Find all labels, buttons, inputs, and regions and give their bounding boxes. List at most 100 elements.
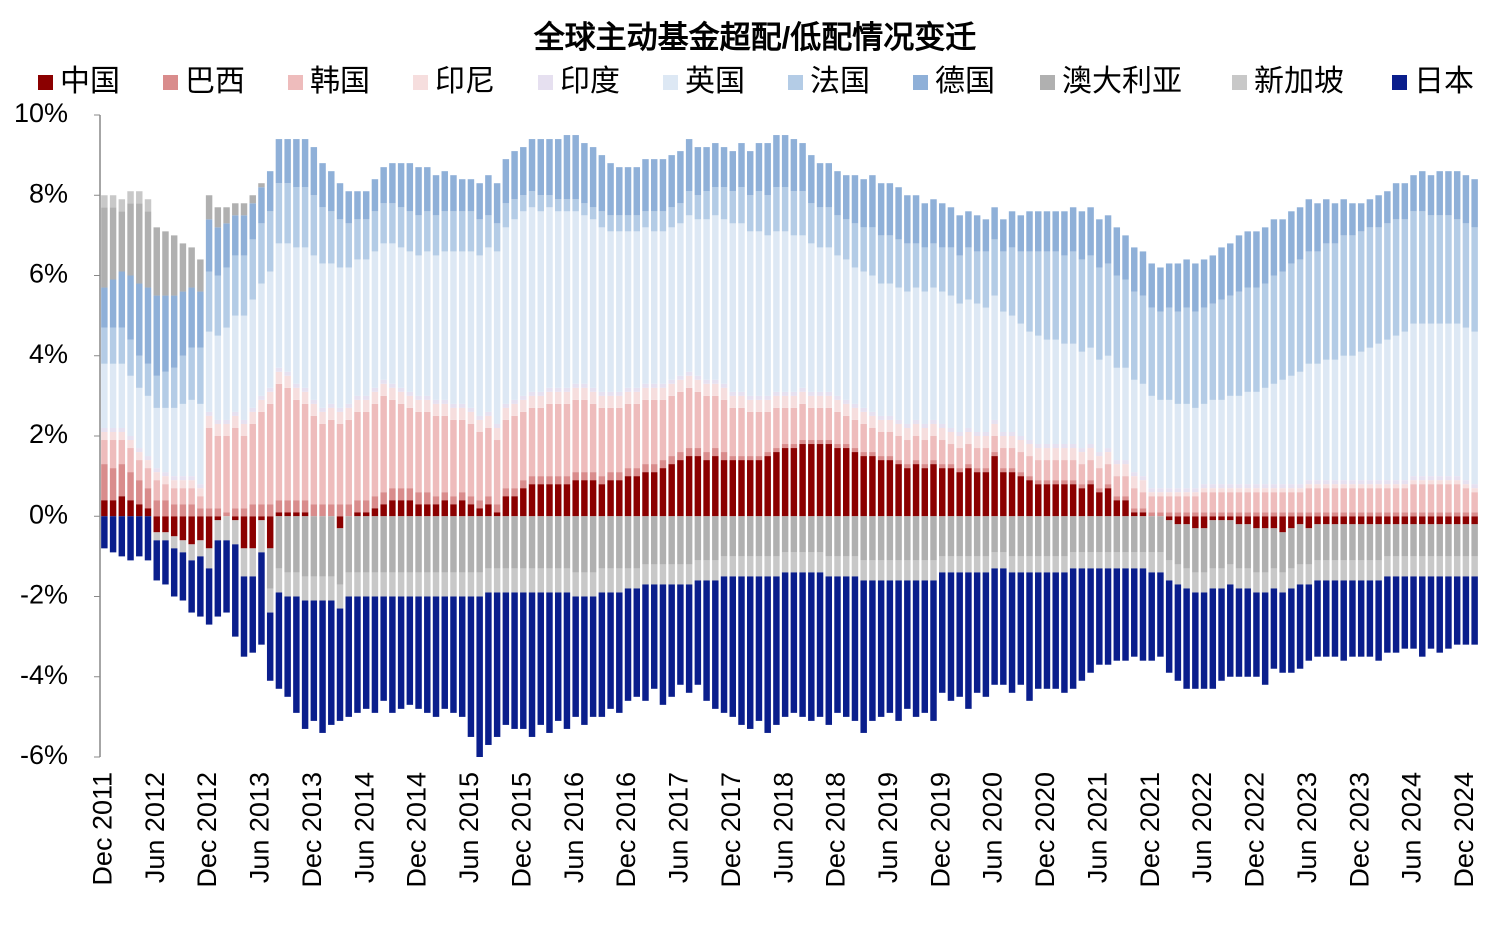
bar-segment	[1462, 576, 1470, 645]
bar-segment	[354, 500, 361, 513]
bar-segment	[712, 395, 719, 449]
bar-segment	[930, 436, 937, 461]
bar-segment	[432, 403, 440, 416]
bar-segment	[991, 423, 998, 436]
bar-segment	[1078, 484, 1086, 489]
bar-segment	[1157, 399, 1164, 489]
bar-segment	[607, 568, 614, 593]
bar-segment	[1008, 572, 1016, 693]
bar-segment	[362, 572, 370, 597]
bar-segment	[1261, 516, 1269, 529]
bar-segment	[843, 415, 850, 445]
bar-segment	[956, 468, 963, 473]
bar-segment	[781, 444, 789, 449]
bar-segment	[354, 395, 361, 400]
bar-segment	[1253, 528, 1260, 573]
bar-segment	[397, 247, 405, 388]
bar-segment	[101, 427, 108, 432]
bar-segment	[904, 516, 911, 561]
bar-segment	[162, 371, 169, 408]
bar-segment	[537, 568, 544, 593]
bar-segment	[1235, 516, 1243, 525]
bar-segment	[738, 516, 745, 557]
bar-segment	[188, 287, 195, 348]
bar-segment	[677, 391, 684, 453]
bar-segment	[624, 516, 632, 569]
bar-segment	[1165, 488, 1173, 493]
bar-segment	[258, 552, 265, 645]
bar-segment	[101, 207, 108, 288]
bar-segment	[415, 399, 422, 412]
bar-segment	[869, 275, 876, 412]
bar-segment	[1139, 516, 1147, 553]
bar-segment	[851, 175, 859, 224]
bar-segment	[336, 504, 344, 517]
bar-segment	[886, 560, 894, 581]
bar-segment	[109, 516, 117, 553]
bar-segment	[1069, 448, 1077, 461]
bar-segment	[1000, 448, 1007, 469]
bar-segment	[1279, 512, 1286, 517]
bar-segment	[554, 139, 562, 200]
bar-segment	[1061, 572, 1068, 693]
bar-segment	[1218, 299, 1225, 400]
x-tick-label: Jun 2012	[140, 772, 170, 883]
bar-segment	[1314, 480, 1321, 485]
bar-segment	[511, 219, 518, 400]
bar-segment	[1235, 488, 1243, 493]
bar-segment	[380, 492, 387, 505]
bar-segment	[764, 399, 771, 412]
bar-segment	[930, 460, 937, 465]
bar-segment	[685, 215, 693, 372]
bar-segment	[389, 596, 396, 713]
bar-segment	[214, 419, 222, 424]
bar-segment	[1331, 484, 1339, 489]
bar-segment	[554, 387, 562, 392]
bar-segment	[293, 596, 300, 713]
x-tick-label: Dec 2013	[297, 772, 327, 888]
bar-segment	[441, 403, 448, 416]
bar-segment	[1200, 403, 1208, 485]
bar-segment	[1087, 448, 1094, 461]
bar-segment	[1340, 480, 1347, 485]
bar-segment	[1052, 556, 1059, 573]
bar-segment	[1453, 480, 1461, 485]
bar-segment	[912, 436, 920, 461]
bar-segment	[1305, 564, 1313, 585]
bar-segment	[109, 327, 117, 364]
bar-segment	[738, 576, 745, 725]
bar-segment	[197, 347, 204, 404]
bar-segment	[1000, 311, 1007, 432]
bar-segment	[1270, 488, 1278, 493]
bar-segment	[633, 215, 640, 232]
bar-segment	[546, 568, 553, 593]
bar-segment	[939, 556, 946, 573]
bar-segment	[965, 299, 972, 428]
bar-segment	[301, 139, 309, 188]
bar-segment	[1410, 576, 1417, 649]
bar-segment	[1357, 488, 1365, 513]
bar-segment	[232, 315, 239, 412]
bar-segment	[232, 415, 239, 428]
bar-segment	[773, 135, 780, 188]
bar-segment	[825, 247, 833, 392]
bar-segment	[1113, 516, 1121, 553]
bar-segment	[467, 251, 475, 408]
bar-segment	[162, 476, 169, 485]
bar-segment	[1017, 572, 1025, 685]
bar-segment	[179, 552, 187, 601]
bar-segment	[904, 423, 911, 428]
bar-segment	[1157, 311, 1164, 400]
bar-segment	[136, 460, 143, 481]
bar-segment	[1436, 215, 1443, 324]
bar-segment	[563, 135, 571, 200]
bar-segment	[493, 516, 501, 569]
bar-segment	[694, 375, 702, 380]
bar-segment	[808, 440, 815, 445]
bar-segment	[197, 484, 204, 489]
bar-segment	[633, 167, 640, 216]
bar-segment	[450, 251, 457, 404]
bar-segment	[554, 391, 562, 404]
bar-segment	[965, 516, 972, 557]
bar-segment	[136, 355, 143, 388]
